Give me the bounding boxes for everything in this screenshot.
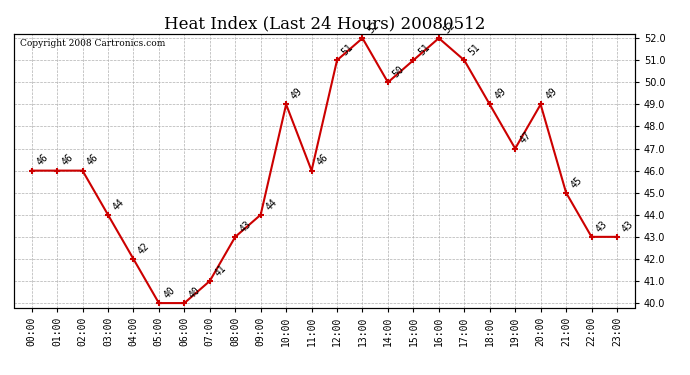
Text: 49: 49 — [544, 86, 559, 102]
Text: 47: 47 — [518, 130, 533, 146]
Text: 49: 49 — [289, 86, 304, 102]
Text: Copyright 2008 Cartronics.com: Copyright 2008 Cartronics.com — [20, 39, 166, 48]
Text: 52: 52 — [365, 20, 381, 35]
Text: 46: 46 — [315, 153, 330, 168]
Text: 43: 43 — [620, 219, 635, 234]
Text: 42: 42 — [136, 241, 152, 256]
Text: 43: 43 — [238, 219, 253, 234]
Title: Heat Index (Last 24 Hours) 20080512: Heat Index (Last 24 Hours) 20080512 — [164, 15, 485, 32]
Text: 40: 40 — [161, 285, 177, 300]
Text: 43: 43 — [594, 219, 610, 234]
Text: 50: 50 — [391, 64, 406, 80]
Text: 45: 45 — [569, 174, 584, 190]
Text: 52: 52 — [442, 20, 457, 35]
Text: 49: 49 — [493, 86, 508, 102]
Text: 44: 44 — [111, 196, 126, 212]
Text: 51: 51 — [416, 42, 431, 57]
Text: 46: 46 — [34, 153, 50, 168]
Text: 46: 46 — [86, 153, 101, 168]
Text: 41: 41 — [213, 263, 228, 278]
Text: 44: 44 — [264, 196, 279, 212]
Text: 51: 51 — [339, 42, 355, 57]
Text: 51: 51 — [467, 42, 482, 57]
Text: 40: 40 — [187, 285, 202, 300]
Text: 46: 46 — [60, 153, 75, 168]
